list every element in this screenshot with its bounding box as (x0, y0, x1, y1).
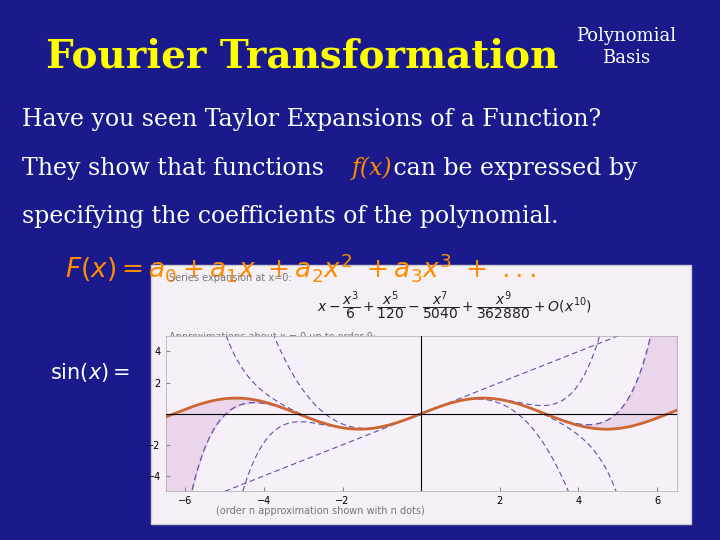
Text: $F(x) = a_0+a_1 x\ +a_2 x^2\ +a_3 x^3\ +\ ...$: $F(x) = a_0+a_1 x\ +a_2 x^2\ +a_3 x^3\ +… (65, 251, 536, 284)
Text: $\sin(x) =$: $\sin(x) =$ (50, 361, 130, 384)
Text: (order n approximation shown with n dots): (order n approximation shown with n dots… (216, 505, 425, 516)
Text: $x - \dfrac{x^3}{6} + \dfrac{x^5}{120} - \dfrac{x^7}{5040} + \dfrac{x^9}{362880}: $x - \dfrac{x^3}{6} + \dfrac{x^5}{120} -… (317, 289, 592, 322)
Text: Polynomial
Basis: Polynomial Basis (576, 27, 677, 67)
FancyBboxPatch shape (151, 265, 691, 524)
Text: f(x): f(x) (351, 157, 392, 180)
Text: Approximations about x = 0 up to order 9:: Approximations about x = 0 up to order 9… (169, 332, 377, 342)
Text: can be expressed by: can be expressed by (386, 157, 637, 180)
Text: Have you seen Taylor Expansions of a Function?: Have you seen Taylor Expansions of a Fun… (22, 108, 600, 131)
Text: Series expansion at x=0:: Series expansion at x=0: (169, 273, 292, 283)
Text: specifying the coefficients of the polynomial.: specifying the coefficients of the polyn… (22, 205, 558, 228)
Text: Fourier Transformation: Fourier Transformation (46, 38, 559, 76)
Text: They show that functions: They show that functions (22, 157, 331, 180)
